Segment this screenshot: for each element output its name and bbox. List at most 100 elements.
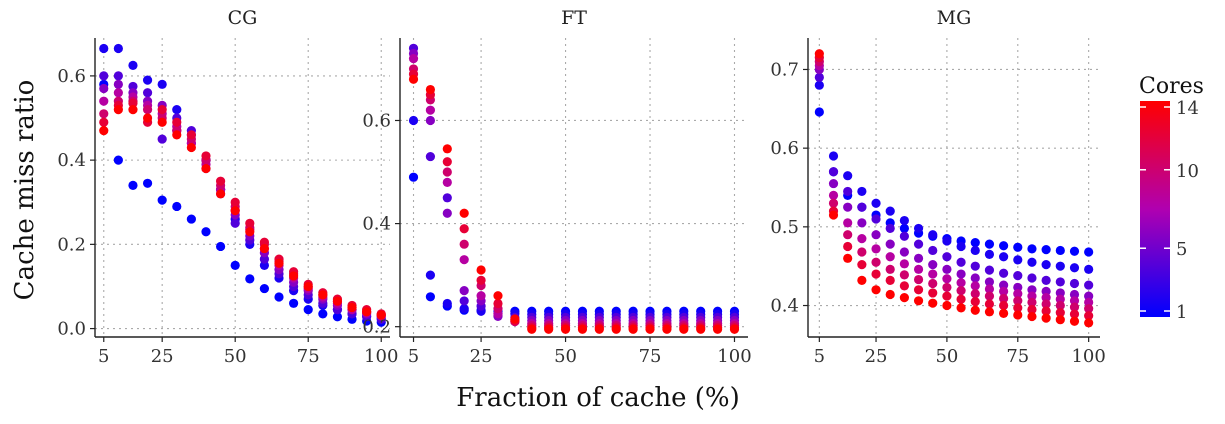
data-point	[843, 218, 853, 228]
data-point	[928, 298, 938, 308]
data-point	[1069, 296, 1080, 306]
data-point	[99, 117, 109, 127]
data-point	[857, 275, 867, 285]
data-point	[99, 109, 109, 119]
data-point	[1027, 297, 1037, 307]
data-point	[1055, 308, 1065, 318]
data-point	[259, 254, 270, 264]
data-point	[857, 247, 867, 257]
data-point	[828, 210, 839, 220]
data-point	[857, 218, 867, 228]
data-point	[459, 224, 469, 234]
data-point	[113, 88, 123, 98]
data-point	[984, 284, 995, 294]
data-point	[970, 289, 980, 299]
data-point	[885, 239, 895, 249]
data-point	[157, 117, 167, 127]
data-point	[628, 324, 638, 334]
data-point	[142, 75, 153, 85]
data-point	[999, 308, 1009, 318]
series-cores-12	[408, 69, 740, 333]
data-point	[899, 293, 909, 303]
data-point	[857, 260, 867, 270]
data-point	[544, 324, 554, 334]
data-point	[425, 115, 436, 126]
y-tick-label: 0.4	[362, 214, 391, 235]
data-point	[230, 197, 240, 207]
data-point	[942, 300, 952, 311]
data-point	[186, 142, 196, 153]
data-point	[332, 312, 343, 322]
data-point	[885, 289, 895, 300]
y-tick-label: 0.0	[57, 319, 86, 340]
data-point	[376, 310, 386, 320]
data-point	[245, 227, 255, 237]
data-point	[113, 104, 123, 115]
data-point	[1013, 271, 1023, 281]
data-point	[611, 324, 621, 334]
data-point	[1084, 311, 1094, 321]
y-tick-label: 0.2	[57, 234, 86, 255]
data-point	[1084, 264, 1094, 274]
data-point	[113, 71, 123, 81]
data-point	[1027, 273, 1037, 283]
y-tick-label: 0.7	[770, 59, 799, 80]
data-point	[459, 255, 469, 265]
data-point	[999, 268, 1009, 278]
data-point	[1041, 245, 1051, 255]
data-point	[476, 291, 486, 301]
data-point	[1041, 286, 1051, 296]
data-point	[259, 283, 270, 294]
data-point	[956, 278, 966, 288]
data-point	[186, 130, 196, 140]
data-point	[942, 236, 952, 246]
data-point	[913, 296, 924, 306]
data-point	[1027, 304, 1037, 315]
data-point	[999, 241, 1009, 251]
colorbar-tick-label: 10	[1176, 161, 1199, 182]
data-point	[128, 104, 138, 115]
y-tick-label: 0.6	[362, 110, 391, 131]
legend-title: Cores	[1139, 74, 1204, 99]
series-cores-14	[408, 74, 740, 334]
data-point	[843, 171, 853, 181]
x-tick-label: 50	[224, 346, 247, 367]
data-point	[913, 223, 924, 234]
series-cores-8	[814, 60, 1094, 307]
data-point	[928, 230, 938, 240]
data-point	[928, 260, 938, 270]
data-point	[1041, 306, 1051, 316]
data-point	[186, 214, 196, 224]
data-point	[1069, 309, 1080, 319]
data-point	[1027, 311, 1037, 322]
data-point	[970, 305, 980, 315]
data-point	[274, 292, 284, 302]
data-point	[459, 239, 469, 249]
data-point	[984, 265, 995, 275]
data-point	[362, 307, 372, 317]
data-point	[984, 291, 995, 301]
data-point	[999, 280, 1009, 290]
x-tick-label: 25	[151, 346, 174, 367]
data-point	[1055, 300, 1065, 311]
data-point	[230, 206, 240, 216]
x-tick-label: 100	[717, 346, 751, 367]
x-tick-label: 25	[470, 346, 493, 367]
data-point	[425, 270, 436, 280]
data-point	[970, 245, 980, 256]
data-point	[1013, 296, 1023, 306]
data-point	[885, 264, 895, 274]
data-point	[128, 81, 138, 92]
series-cores-1	[408, 172, 740, 316]
data-point	[1013, 310, 1023, 320]
data-point	[1055, 245, 1065, 256]
data-point	[885, 206, 895, 216]
data-point	[899, 223, 909, 234]
data-point	[113, 79, 123, 89]
data-point	[1055, 288, 1065, 298]
data-point	[828, 151, 839, 161]
data-point	[99, 83, 109, 94]
series-cores-4	[99, 71, 386, 324]
